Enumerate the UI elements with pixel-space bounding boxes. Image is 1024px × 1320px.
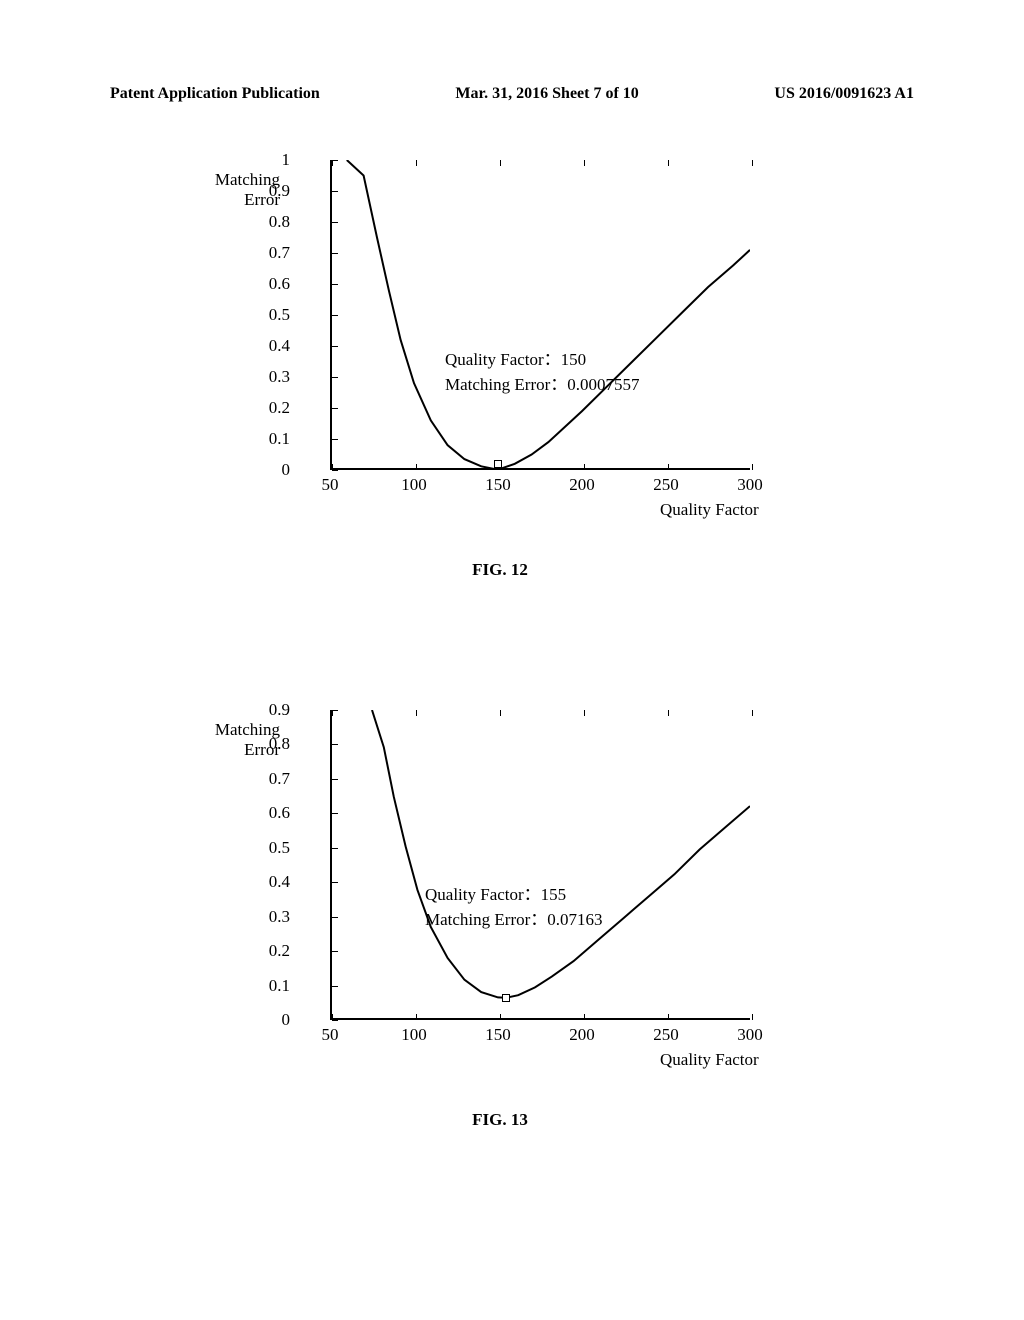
chart-13-area: Matching Error 0.90.80.70.60.50.40.30.20… xyxy=(200,690,800,1070)
header-center: Mar. 31, 2016 Sheet 7 of 10 xyxy=(455,85,638,103)
y-tick-label: 0.4 xyxy=(250,336,290,356)
x-tick-label: 250 xyxy=(646,475,686,495)
figure-12: Matching Error 10.90.80.70.60.50.40.30.2… xyxy=(200,140,800,580)
chart-13-curve xyxy=(330,710,750,1020)
x-tick-label: 50 xyxy=(310,1025,350,1045)
header-right: US 2016/0091623 A1 xyxy=(774,85,914,103)
figure-13: Matching Error 0.90.80.70.60.50.40.30.20… xyxy=(200,690,800,1130)
y-tick-label: 0.7 xyxy=(250,769,290,789)
chart-13-annotation: Quality Factor：155 Matching Error：0.0716… xyxy=(425,880,603,930)
x-tick-label: 100 xyxy=(394,1025,434,1045)
x-tick-label: 150 xyxy=(478,475,518,495)
y-tick-label: 0.3 xyxy=(250,907,290,927)
chart-13-marker xyxy=(502,994,510,1002)
y-tick-label: 0.9 xyxy=(250,700,290,720)
x-tick-label: 200 xyxy=(562,1025,602,1045)
x-tick-label: 300 xyxy=(730,1025,770,1045)
y-tick-label: 0.4 xyxy=(250,872,290,892)
y-tick-label: 0.8 xyxy=(250,212,290,232)
x-tick-label: 100 xyxy=(394,475,434,495)
y-tick-label: 0.2 xyxy=(250,941,290,961)
y-tick-label: 0 xyxy=(250,460,290,480)
y-tick-label: 0.6 xyxy=(250,803,290,823)
annotation-12-line2: Matching Error：0.0007557 xyxy=(445,370,640,395)
y-tick-label: 1 xyxy=(250,150,290,170)
x-tick-label: 250 xyxy=(646,1025,686,1045)
figure-12-caption: FIG. 12 xyxy=(200,560,800,580)
x-tick-label: 150 xyxy=(478,1025,518,1045)
chart-13-x-label: Quality Factor xyxy=(660,1050,759,1070)
y-tick-label: 0.6 xyxy=(250,274,290,294)
y-tick-label: 0.8 xyxy=(250,734,290,754)
chart-12-x-label: Quality Factor xyxy=(660,500,759,520)
chart-12-curve xyxy=(330,160,750,470)
chart-12-annotation: Quality Factor：150 Matching Error：0.0007… xyxy=(445,345,640,395)
y-tick-label: 0.9 xyxy=(250,181,290,201)
y-tick-label: 0.1 xyxy=(250,429,290,449)
y-tick-label: 0 xyxy=(250,1010,290,1030)
chart-12-marker xyxy=(494,460,502,468)
y-tick-label: 0.3 xyxy=(250,367,290,387)
annotation-13-line1: Quality Factor：155 xyxy=(425,880,603,905)
annotation-12-line1: Quality Factor：150 xyxy=(445,345,640,370)
x-tick-label: 200 xyxy=(562,475,602,495)
header-left: Patent Application Publication xyxy=(110,85,320,103)
y-tick-label: 0.1 xyxy=(250,976,290,996)
page-header: Patent Application Publication Mar. 31, … xyxy=(0,85,1024,103)
chart-12-area: Matching Error 10.90.80.70.60.50.40.30.2… xyxy=(200,140,800,520)
y-tick-label: 0.5 xyxy=(250,305,290,325)
y-tick-label: 0.5 xyxy=(250,838,290,858)
figure-13-caption: FIG. 13 xyxy=(200,1110,800,1130)
x-tick-label: 300 xyxy=(730,475,770,495)
y-tick-label: 0.7 xyxy=(250,243,290,263)
y-tick-label: 0.2 xyxy=(250,398,290,418)
annotation-13-line2: Matching Error：0.07163 xyxy=(425,905,603,930)
x-tick-label: 50 xyxy=(310,475,350,495)
